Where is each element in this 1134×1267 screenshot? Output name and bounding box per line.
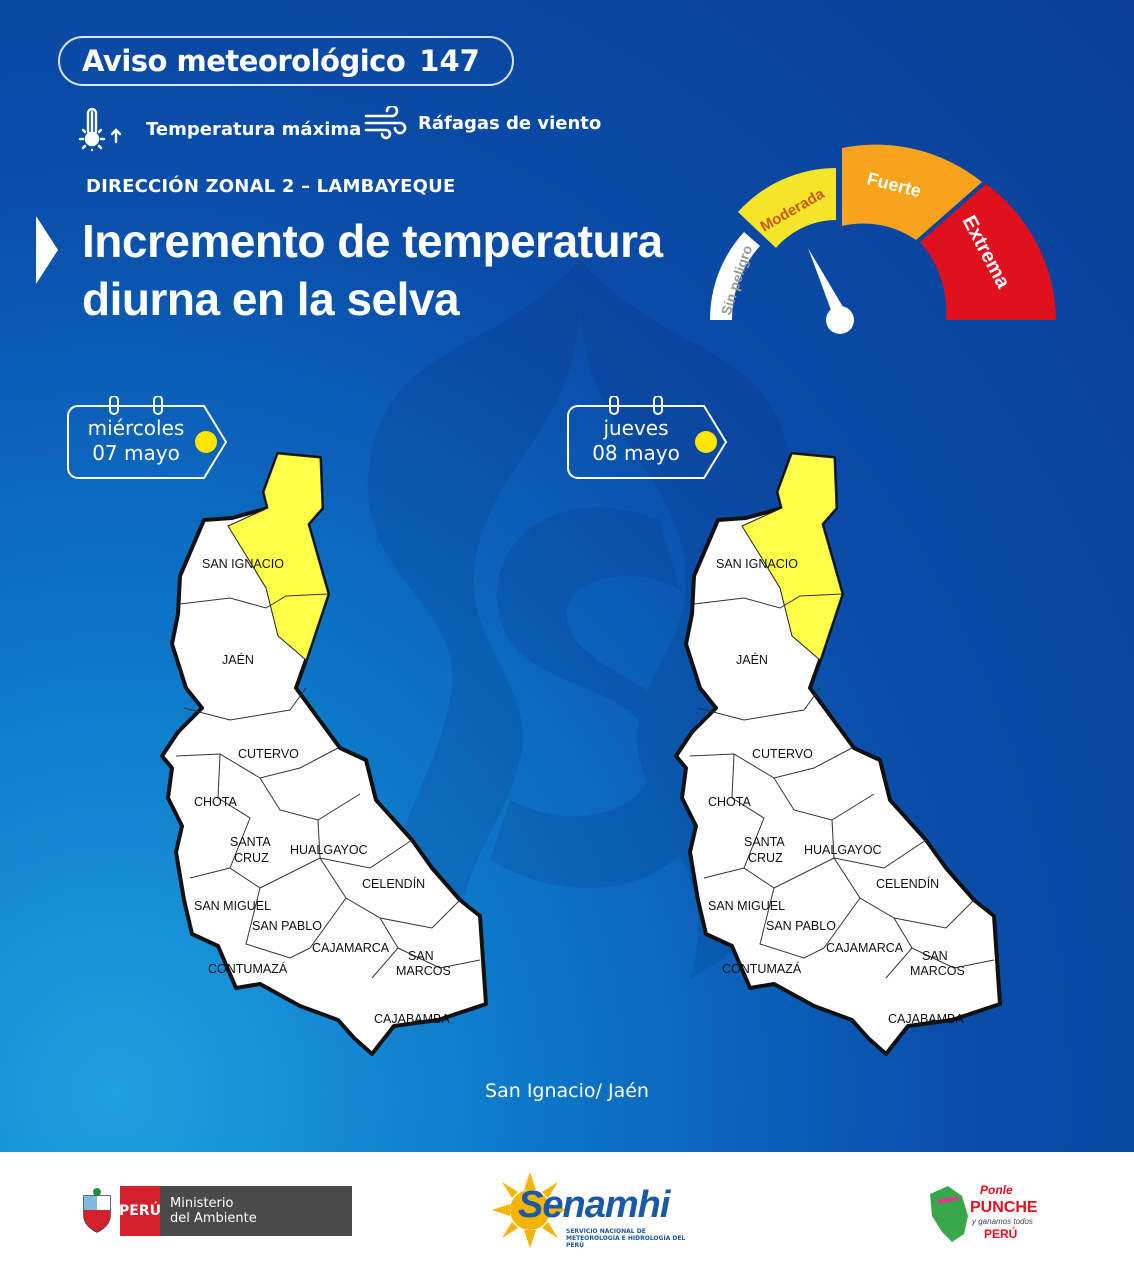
label-hualgayoc: HUALGAYOC	[804, 843, 882, 857]
region-map-day-2: SAN IGNACIO JAÉN CUTERVO CHOTA SANTA CRU…	[674, 452, 1002, 1056]
label-san-ignacio: SAN IGNACIO	[716, 557, 798, 571]
region-map-day-1: SAN IGNACIO JAÉN CUTERVO CHOTA SANTA CRU…	[160, 452, 488, 1056]
legend-temperature-label: Temperatura máxima	[146, 118, 362, 140]
label-marcos: MARCOS	[396, 964, 451, 978]
province-labels: SAN IGNACIO JAÉN CUTERVO CHOTA SANTA CRU…	[708, 557, 965, 1026]
label-cajabamba: CAJABAMBA	[888, 1012, 964, 1026]
map-outline	[674, 452, 1002, 1056]
label-celendin: CELENDÍN	[876, 876, 939, 891]
label-cruz: CRUZ	[748, 851, 783, 865]
legend-wind: Ráfagas de viento	[364, 106, 601, 140]
peru-coat-of-arms-icon	[83, 1188, 111, 1233]
label-san-pablo: SAN PABLO	[766, 919, 836, 933]
label-chota: CHOTA	[194, 795, 237, 809]
ponle-text-2: PUNCHE	[970, 1199, 1038, 1216]
sun-logo-icon	[492, 1172, 568, 1248]
label-san-pablo: SAN PABLO	[252, 919, 322, 933]
danger-gauge: Sin peligro Moderada Fuerte Extrema	[709, 144, 1056, 334]
wind-gust-icon	[364, 106, 407, 140]
ponle-text-3: y ganamos todos	[971, 1217, 1033, 1226]
label-san: SAN	[922, 949, 948, 963]
label-cruz: CRUZ	[234, 851, 269, 865]
date-tag-day-1: miércoles 07 mayo	[66, 395, 230, 490]
main-panel: Aviso meteorológico 147 Temperatura máxi…	[0, 0, 1134, 1152]
gauge-segment-moderada	[738, 168, 836, 248]
legend-wind-label: Ráfagas de viento	[418, 112, 602, 134]
gauge-hub	[826, 306, 854, 334]
calendar-tag-icon	[67, 395, 228, 479]
sun-dot-icon	[695, 431, 717, 453]
senamhi-subtitle: SERVICIO NACIONAL DE METEOROLOGÍA E HIDR…	[566, 1228, 686, 1249]
label-hualgayoc: HUALGAYOC	[290, 843, 368, 857]
peru-map-logo-icon: Ponle PUNCHE y ganamos todos PERÚ	[930, 1183, 1038, 1242]
label-san-ignacio: SAN IGNACIO	[202, 557, 284, 571]
label-cajabamba: CAJABAMBA	[374, 1012, 450, 1026]
date: 08 mayo	[592, 441, 680, 465]
ponle-text-4: PERÚ	[984, 1226, 1017, 1241]
bulletin-title: Aviso meteorológico 147	[58, 36, 514, 86]
label-cajamarca: CAJAMARCA	[826, 941, 904, 955]
highlight-area	[227, 453, 329, 661]
date-label: jueves 08 mayo	[566, 416, 706, 466]
heading-arrow-icon	[36, 216, 58, 284]
gauge-segment-fuerte	[842, 144, 982, 240]
ministry-line-2: del Ambiente	[170, 1211, 257, 1226]
senamhi-wordmark: Senamhi	[518, 1184, 670, 1226]
label-contumaza: CONTUMAZÁ	[722, 961, 802, 976]
label-chota: CHOTA	[708, 795, 751, 809]
label-jaen: JAÉN	[736, 652, 768, 667]
highlight-area	[741, 453, 843, 661]
weekday: miércoles	[87, 416, 185, 440]
sun-dot-icon	[195, 431, 217, 453]
label-san: SAN	[408, 949, 434, 963]
label-celendin: CELENDÍN	[362, 876, 425, 891]
legend-temperature: Temperatura máxima	[78, 106, 361, 152]
affected-areas-caption: San Ignacio/ Jaén	[485, 1080, 649, 1102]
label-cajamarca: CAJAMARCA	[312, 941, 390, 955]
label-santa: SANTA	[230, 835, 271, 849]
title-label: Aviso meteorológico	[82, 44, 406, 78]
footer: PERÚ Ministerio del Ambiente Senamhi SER…	[0, 1152, 1134, 1267]
weekday: jueves	[603, 416, 669, 440]
thermometer-up-icon	[78, 107, 122, 152]
date-label: miércoles 07 mayo	[66, 416, 206, 466]
label-san-miguel: SAN MIGUEL	[194, 899, 271, 913]
ministry-name: Ministerio del Ambiente	[160, 1186, 352, 1236]
peru-label: PERÚ	[119, 1186, 161, 1236]
headline-line-1: Incremento de temperatura	[82, 215, 663, 267]
label-contumaza: CONTUMAZÁ	[208, 961, 288, 976]
calendar-tag-icon	[567, 395, 728, 479]
label-san-miguel: SAN MIGUEL	[708, 899, 785, 913]
gauge-segment-sin-peligro	[709, 232, 760, 320]
bulletin-number: 147	[419, 44, 480, 78]
date: 07 mayo	[92, 441, 180, 465]
senamhi-logo: Senamhi SERVICIO NACIONAL DE METEOROLOGÍ…	[490, 1170, 690, 1250]
date-tag-day-2: jueves 08 mayo	[566, 395, 730, 490]
zonal-direction: DIRECCIÓN ZONAL 2 – LAMBAYEQUE	[86, 176, 456, 197]
ministry-logo: PERÚ Ministerio del Ambiente	[78, 1186, 352, 1236]
label-santa: SANTA	[744, 835, 785, 849]
province-labels: SAN IGNACIO JAÉN CUTERVO CHOTA SANTA CRU…	[194, 557, 451, 1026]
headline: Incremento de temperatura diurna en la s…	[82, 212, 722, 328]
label-jaen: JAÉN	[222, 652, 254, 667]
gauge-segment-extrema	[920, 184, 1056, 320]
ministry-line-1: Ministerio	[170, 1196, 234, 1211]
ponle-text-1: Ponle	[980, 1183, 1013, 1197]
headline-line-2: diurna en la selva	[82, 273, 460, 325]
label-cutervo: CUTERVO	[752, 747, 813, 761]
label-cutervo: CUTERVO	[238, 747, 299, 761]
ponle-punche-logo: Ponle PUNCHE y ganamos todos PERÚ	[918, 1172, 1048, 1252]
label-marcos: MARCOS	[910, 964, 965, 978]
gauge-needle-icon	[808, 248, 846, 318]
map-outline	[160, 452, 488, 1056]
